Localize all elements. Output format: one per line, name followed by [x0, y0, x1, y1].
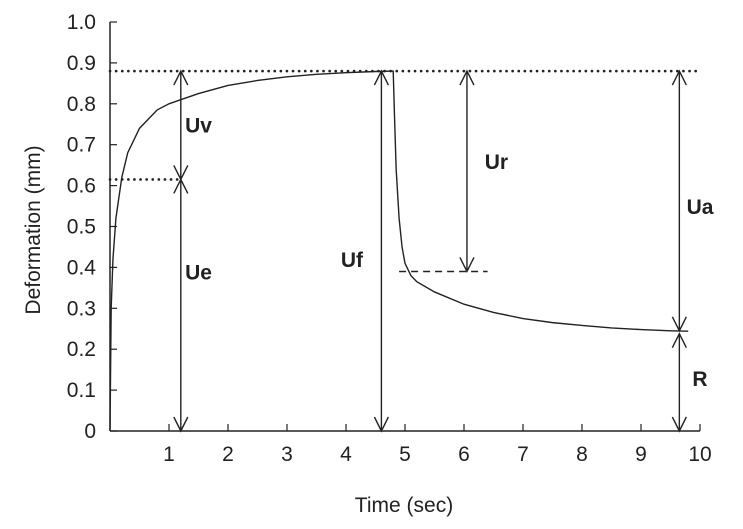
annotation-label-uv: Uv	[185, 114, 212, 137]
x-tick-label: 5	[399, 443, 411, 466]
y-tick-label: 1.0	[67, 11, 96, 34]
annotation-label-r: R	[692, 368, 707, 391]
arrow-head	[671, 332, 687, 348]
x-tick-label: 8	[576, 443, 588, 466]
x-ticks: 1 2 3 4 5 6 7 8 9 10	[163, 424, 712, 466]
y-tick-label: 0.9	[67, 52, 96, 75]
x-tick-label: 4	[340, 443, 352, 466]
annotation-label-ur: Ur	[485, 151, 508, 174]
y-tick-label: 0.5	[67, 216, 96, 239]
y-tick-label: 0.1	[67, 379, 96, 402]
annotation-arrows: Uv Ue Uf Ur Ua R	[173, 69, 714, 433]
arrow-head	[459, 257, 475, 274]
y-tick-label: 0	[84, 420, 96, 443]
x-tick-label: 2	[222, 443, 234, 466]
y-ticks: 0 0.1 0.2 0.3 0.4 0.5 0.6 0.7 0.8 0.9 1.0	[67, 11, 117, 443]
arrow-head	[671, 69, 687, 86]
y-tick-label: 0.7	[67, 134, 96, 157]
deformation-curve	[109, 70, 689, 432]
arrow-head	[459, 69, 475, 86]
axes	[109, 22, 700, 432]
x-tick-label: 7	[517, 443, 529, 466]
x-tick-label: 6	[458, 443, 470, 466]
x-axis-title: Time (sec)	[355, 494, 453, 517]
annotation-label-uf: Uf	[341, 249, 364, 272]
reference-lines	[108, 69, 702, 273]
y-tick-label: 0.2	[67, 338, 96, 361]
y-tick-label: 0.3	[67, 297, 96, 320]
annotation-label-ua: Ua	[687, 196, 714, 219]
x-tick-label: 9	[635, 443, 647, 466]
y-tick-label: 0.6	[67, 175, 96, 198]
x-tick-label: 10	[688, 443, 711, 466]
arrow-head	[173, 69, 189, 86]
annotation-label-ue: Ue	[185, 261, 212, 284]
x-tick-label: 1	[163, 443, 175, 466]
y-tick-label: 0.8	[67, 93, 96, 116]
y-axis-title: Deformation (mm)	[22, 145, 45, 314]
y-tick-label: 0.4	[67, 256, 97, 279]
arrow-head	[173, 177, 189, 194]
x-tick-label: 3	[281, 443, 293, 466]
